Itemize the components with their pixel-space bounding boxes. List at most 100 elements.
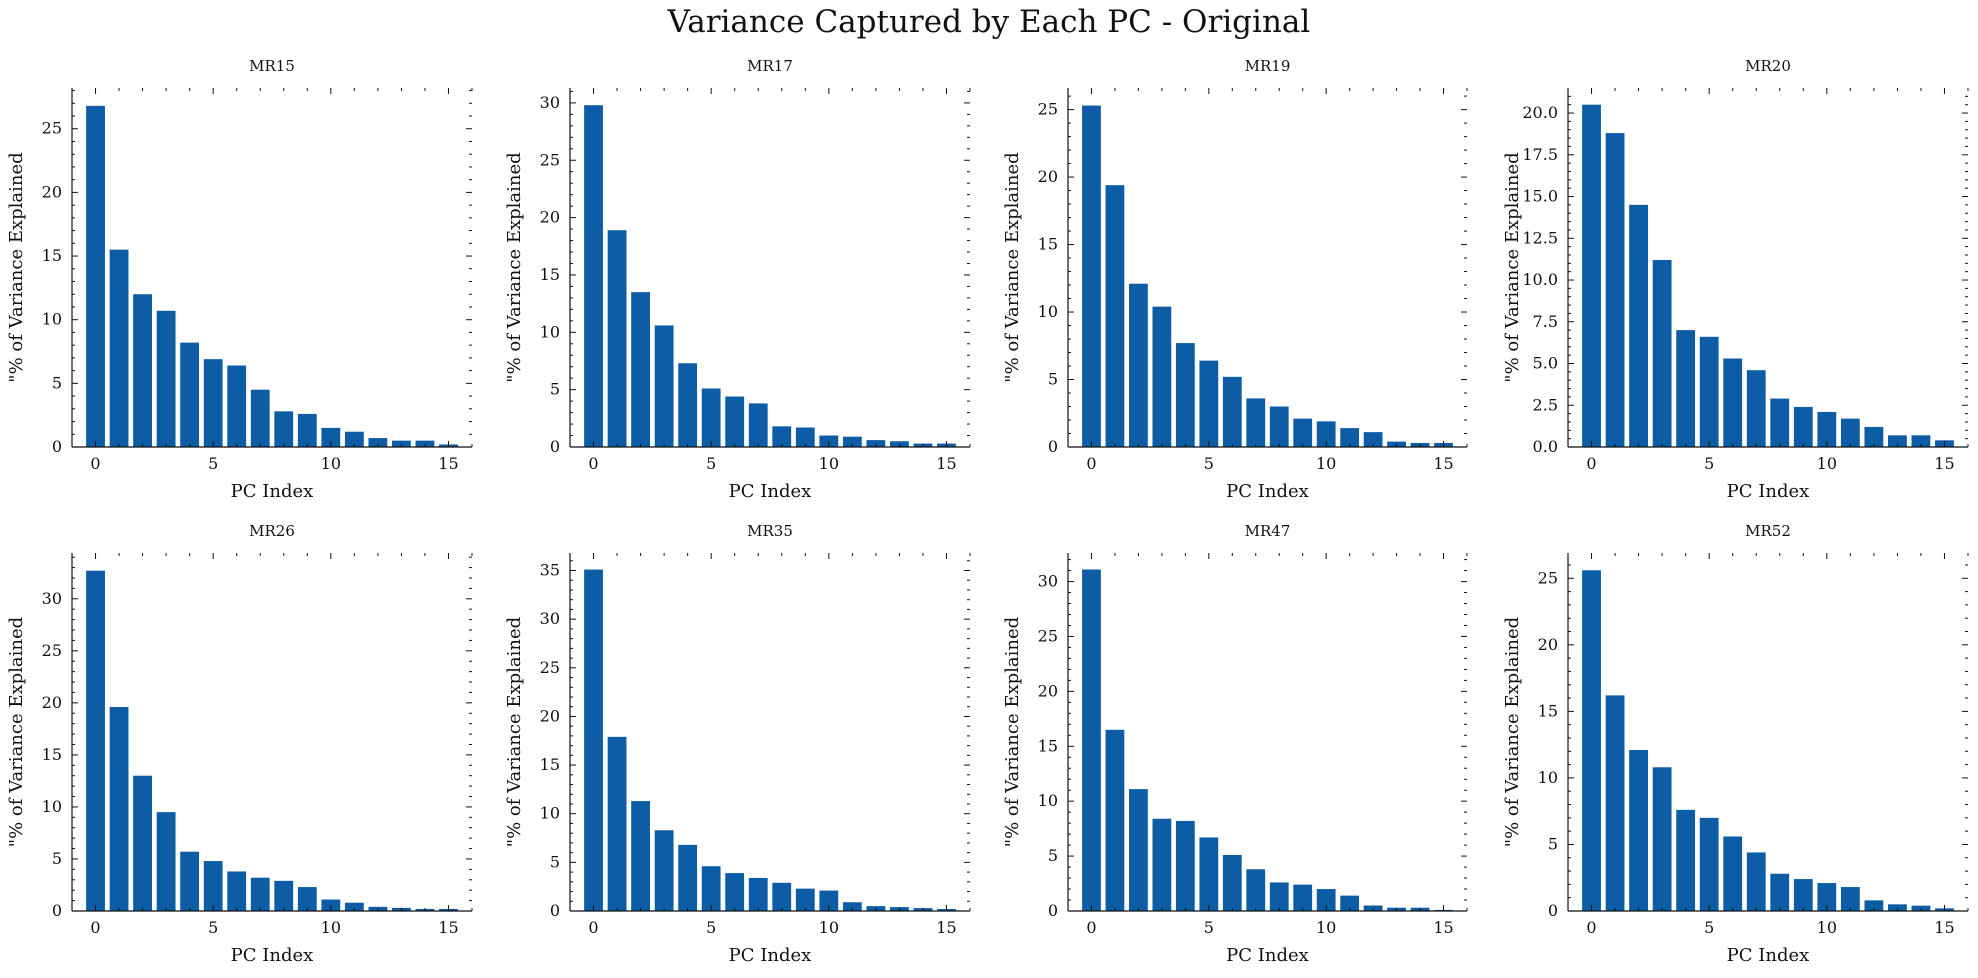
- y-tick-label: 5: [1548, 834, 1558, 853]
- subplot-mr20: 0 5 10 15 0.0 2.5 5.0 7.5 10.0 12.5 15.0 17.5 20.0 MR…: [1502, 57, 1969, 502]
- y-axis-label: "% of Variance Explained: [1502, 152, 1523, 382]
- bar-pc-1: [109, 707, 129, 911]
- bar-pc-8: [1770, 873, 1790, 911]
- bar-pc-7: [1246, 398, 1266, 447]
- bar-pc-5: [701, 388, 721, 447]
- y-tick-label: 15.0: [1522, 187, 1558, 206]
- x-axis-label: PC Index: [1226, 945, 1309, 966]
- y-tick-label: 20.0: [1522, 103, 1558, 122]
- x-tick-label: 5: [208, 918, 218, 937]
- y-tick-label: 5: [550, 852, 560, 871]
- bar-pc-9: [297, 413, 317, 447]
- bar-pc-10: [1817, 883, 1837, 911]
- y-axis-label: "% of Variance Explained: [1002, 152, 1023, 382]
- bar-pc-9: [795, 427, 815, 447]
- bar-pc-5: [1699, 817, 1719, 911]
- x-axis-label: PC Index: [1226, 481, 1309, 502]
- bar-pc-11: [842, 436, 862, 447]
- x-tick-label: 10: [1316, 454, 1336, 473]
- y-tick-label: 0: [52, 901, 62, 920]
- y-tick-label: 15: [540, 755, 560, 774]
- subplot-title: MR20: [1745, 57, 1791, 75]
- y-tick-label: 2.5: [1533, 395, 1558, 414]
- bar-pc-5: [203, 359, 223, 447]
- y-tick-label: 15: [42, 246, 62, 265]
- bar-pc-10: [1316, 421, 1336, 447]
- y-tick-label: 0: [52, 437, 62, 456]
- y-tick-label: 0.0: [1533, 437, 1558, 456]
- bar-pc-7: [250, 389, 270, 447]
- x-tick-label: 15: [438, 918, 458, 937]
- x-axis-label: PC Index: [729, 945, 812, 966]
- y-tick-label: 10: [1038, 791, 1058, 810]
- bar-pc-8: [274, 411, 294, 447]
- bar-pc-3: [1152, 306, 1172, 447]
- y-tick-label: 10: [42, 797, 62, 816]
- bar-pc-0: [584, 569, 603, 911]
- y-tick-label: 0: [1548, 901, 1558, 920]
- bar-pc-3: [156, 310, 176, 447]
- bar-pc-8: [274, 880, 294, 911]
- bar-pc-1: [607, 230, 627, 447]
- y-tick-label: 0: [1048, 901, 1058, 920]
- bar-pc-0: [1082, 569, 1101, 911]
- bar-pc-0: [1082, 105, 1101, 448]
- subplot-title: MR19: [1245, 57, 1291, 75]
- y-tick-label: 20: [540, 208, 560, 227]
- bar-pc-4: [1676, 809, 1696, 911]
- bar-pc-6: [227, 871, 247, 911]
- y-axis-label: "% of Variance Explained: [1002, 617, 1023, 847]
- x-tick-label: 10: [1316, 918, 1336, 937]
- bar-pc-14: [415, 440, 435, 447]
- x-tick-label: 0: [1586, 454, 1596, 473]
- x-axis-label: PC Index: [231, 481, 314, 502]
- x-tick-label: 0: [1086, 918, 1096, 937]
- bar-pc-7: [748, 877, 768, 911]
- bar-pc-3: [1652, 767, 1672, 911]
- bar-pc-4: [180, 851, 200, 911]
- bar-pc-4: [1175, 343, 1195, 447]
- bar-pc-1: [1105, 729, 1125, 911]
- y-tick-label: 15: [1038, 736, 1058, 755]
- bar-pc-8: [1770, 398, 1790, 447]
- bar-pc-2: [133, 294, 152, 447]
- x-tick-label: 15: [936, 454, 956, 473]
- bar-pc-1: [607, 736, 627, 911]
- subplot-title: MR15: [249, 57, 295, 75]
- bar-pc-9: [1793, 879, 1813, 911]
- bar-pc-2: [1629, 749, 1648, 911]
- y-tick-label: 5: [1048, 370, 1058, 389]
- bar-pc-6: [1222, 376, 1242, 447]
- bar-pc-13: [392, 440, 411, 447]
- bar-pc-8: [1269, 406, 1289, 447]
- bar-pc-8: [772, 426, 792, 447]
- bar-pc-5: [1699, 336, 1719, 447]
- figure-title: Variance Captured by Each PC - Original: [667, 4, 1311, 40]
- bar-pc-6: [227, 365, 247, 447]
- bar-pc-13: [1888, 904, 1907, 911]
- bar-pc-11: [1340, 895, 1360, 911]
- y-tick-label: 10: [540, 804, 560, 823]
- x-tick-label: 10: [321, 454, 341, 473]
- bar-pc-9: [1293, 418, 1313, 447]
- y-tick-label: 5.0: [1533, 354, 1558, 373]
- bar-pc-10: [1817, 411, 1837, 447]
- x-tick-label: 10: [819, 454, 839, 473]
- subplot-mr19: 0 5 10 15 0 5 10 15 20 25 MR19 PC Index "% of Varian…: [1002, 57, 1468, 502]
- subplot-mr35: 0 5 10 15 0 5 10 15 20 25 30 35 MR35 PC Index "% of Va…: [504, 522, 971, 966]
- x-tick-label: 0: [90, 918, 100, 937]
- bar-pc-13: [1888, 435, 1907, 447]
- bar-pc-11: [1340, 428, 1360, 447]
- x-axis-label: PC Index: [231, 945, 314, 966]
- bar-pc-6: [725, 396, 745, 447]
- y-tick-label: 25: [42, 641, 62, 660]
- bar-pc-3: [1652, 259, 1672, 447]
- y-tick-label: 15: [1038, 235, 1058, 254]
- subplot-mr26: 0 5 10 15 0 5 10 15 20 25 30 MR26 PC Index "% of Vari…: [6, 522, 473, 966]
- bar-pc-7: [1746, 370, 1766, 447]
- y-tick-label: 15: [1538, 701, 1558, 720]
- bar-pc-7: [748, 403, 768, 447]
- x-tick-label: 15: [1934, 454, 1954, 473]
- bar-pc-12: [1864, 900, 1884, 911]
- bar-pc-1: [109, 249, 129, 447]
